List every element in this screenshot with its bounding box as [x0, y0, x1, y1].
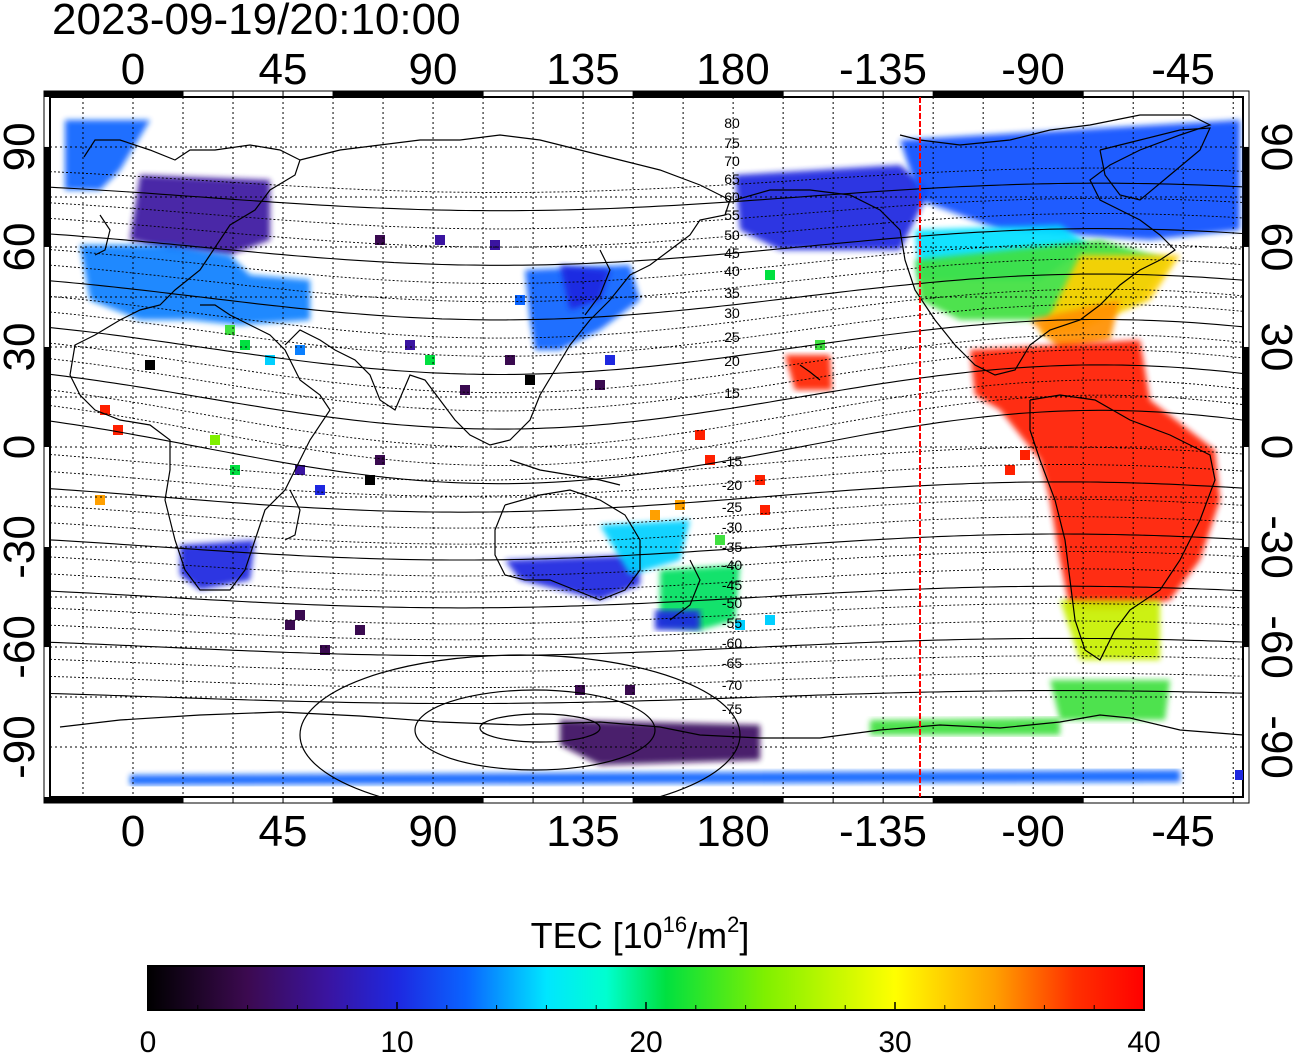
contour-label: -25 [722, 499, 742, 515]
lat-tick-label-left: 0 [0, 435, 44, 459]
lat-tick-label-right: -30 [1252, 515, 1294, 579]
contour-label: 45 [724, 245, 740, 261]
contour-label: -20 [722, 477, 742, 493]
timestamp-title: 2023-09-19/20:10:00 [52, 0, 461, 44]
contour-label: 20 [724, 353, 740, 369]
lat-tick-label-right: 60 [1252, 223, 1294, 272]
lat-tick-label-left: 60 [0, 223, 44, 272]
contour-label: -50 [722, 595, 742, 611]
contour-label: 70 [724, 153, 740, 169]
lon-tick-label-bottom: 180 [696, 807, 769, 856]
contour-label: -40 [722, 557, 742, 573]
lat-tick-label-left: -30 [0, 515, 44, 579]
lon-tick-label-top: 45 [259, 45, 308, 94]
lat-tick-label-left: -60 [0, 615, 44, 679]
bottom-lon-ticks: 0 45 90 135 180 -135 -90 -45 [121, 807, 1215, 856]
contour-label: 65 [724, 171, 740, 187]
lon-tick-label-top: 90 [409, 45, 458, 94]
contour-label: -65 [722, 655, 742, 671]
colorbar-tick-label: 0 [140, 1026, 157, 1057]
frame-edge-ticks [43, 90, 1250, 804]
contour-label: -75 [722, 701, 742, 717]
lon-tick-label-bottom: -90 [1001, 807, 1065, 856]
right-lat-ticks: 90 60 30 0 -30 -60 -90 [1252, 122, 1294, 778]
lat-tick-label-right: -60 [1252, 615, 1294, 679]
contour-label: 25 [724, 329, 740, 345]
contour-label: -70 [722, 677, 742, 693]
contour-label: -45 [722, 577, 742, 593]
colorbar-ticks: 0 10 20 30 40 [140, 1002, 1161, 1057]
contour-label: -55 [722, 615, 742, 631]
lat-tick-label-left: 30 [0, 323, 44, 372]
colorbar: TEC [1016/m2] 0 10 20 30 40 [140, 912, 1161, 1057]
lon-tick-label-top: -45 [1151, 45, 1215, 94]
colorbar-tick-label: 10 [380, 1026, 413, 1057]
contour-label: 40 [724, 263, 740, 279]
lon-tick-label-top: 180 [696, 45, 769, 94]
map-content: 80 75 70 65 60 55 50 45 40 35 30 25 20 15 -15 -20 -25 -30… [50, 97, 1243, 797]
lat-tick-label-left: 90 [0, 122, 44, 171]
lon-tick-label-bottom: -135 [839, 807, 927, 856]
lon-tick-label-top: -135 [839, 45, 927, 94]
colorbar-title: TEC [1016/m2] [531, 912, 750, 956]
lon-tick-label-bottom: -45 [1151, 807, 1215, 856]
colorbar-tick-label: 40 [1127, 1026, 1160, 1057]
lat-tick-label-right: 0 [1252, 435, 1294, 459]
lon-tick-label-bottom: 90 [409, 807, 458, 856]
left-lat-ticks: 90 60 30 0 -30 -60 -90 [0, 122, 44, 778]
colorbar-tick-label: 30 [878, 1026, 911, 1057]
contour-label: 35 [724, 285, 740, 301]
contour-label: -60 [722, 635, 742, 651]
contour-label: -30 [722, 519, 742, 535]
contour-label: 30 [724, 305, 740, 321]
lon-tick-label-bottom: 0 [121, 807, 145, 856]
lon-tick-label-top: 135 [546, 45, 619, 94]
lat-tick-label-right: 90 [1252, 122, 1294, 171]
contour-label: 15 [724, 385, 740, 401]
contour-label: 75 [724, 135, 740, 151]
lon-tick-label-top: 0 [121, 45, 145, 94]
contour-label: -35 [722, 539, 742, 555]
lat-tick-label-right: -90 [1252, 715, 1294, 779]
contour-label: -15 [722, 453, 742, 469]
coastlines [59, 114, 1243, 739]
lon-tick-label-bottom: 45 [259, 807, 308, 856]
lat-tick-label-right: 30 [1252, 323, 1294, 372]
graticule [50, 97, 1243, 797]
contour-label: 80 [724, 115, 740, 131]
lon-tick-label-top: -90 [1001, 45, 1065, 94]
colorbar-tick-label: 20 [629, 1026, 662, 1057]
contour-label: 50 [724, 227, 740, 243]
magnetic-latitude-contours: 80 75 70 65 60 55 50 45 40 35 30 25 20 15 -15 -20 -25 -30… [50, 115, 1243, 797]
contour-label: 60 [724, 189, 740, 205]
lon-tick-label-bottom: 135 [546, 807, 619, 856]
top-lon-ticks: 0 45 90 135 180 -135 -90 -45 [121, 45, 1215, 94]
contour-label: 55 [724, 207, 740, 223]
lat-tick-label-left: -90 [0, 715, 44, 779]
